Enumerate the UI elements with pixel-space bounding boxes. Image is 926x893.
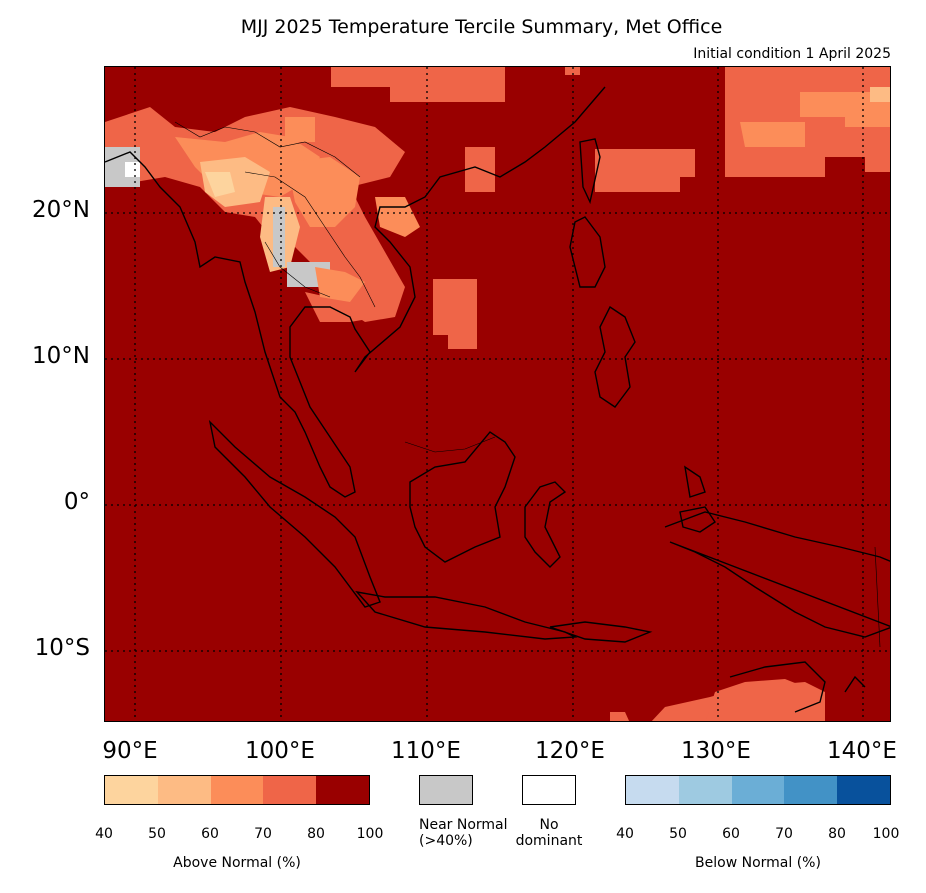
lon-label-140e: 140°E bbox=[827, 738, 897, 764]
above-normal-caption: Above Normal (%) bbox=[173, 855, 301, 871]
near-normal-caption: Near Normal (>40%) bbox=[419, 817, 529, 849]
above-tick: 70 bbox=[254, 826, 272, 842]
below-seg-60-70 bbox=[731, 776, 785, 804]
lat-label-20n: 20°N bbox=[32, 197, 90, 223]
initial-condition-subtitle: Initial condition 1 April 2025 bbox=[693, 46, 891, 62]
above-seg-70-80 bbox=[263, 776, 317, 804]
lat-label-10n: 10°N bbox=[32, 343, 90, 369]
no-dominant-caption: No dominant bbox=[509, 817, 589, 849]
above-tick: 60 bbox=[201, 826, 219, 842]
above-tick: 80 bbox=[307, 826, 325, 842]
no-dominant-line2: dominant bbox=[515, 833, 583, 849]
above-tick: 100 bbox=[356, 826, 384, 842]
near-normal-line1: Near Normal bbox=[419, 817, 508, 833]
above-tick: 50 bbox=[148, 826, 166, 842]
above-seg-60-70 bbox=[210, 776, 264, 804]
country-borders bbox=[174, 121, 881, 648]
chart-title: MJJ 2025 Temperature Tercile Summary, Me… bbox=[240, 16, 723, 38]
coastlines bbox=[105, 86, 890, 713]
below-tick: 50 bbox=[669, 826, 687, 842]
above-tick: 40 bbox=[95, 826, 113, 842]
below-normal-colorbar bbox=[625, 775, 891, 805]
probability-cells bbox=[105, 67, 890, 721]
lon-label-130e: 130°E bbox=[681, 738, 751, 764]
near-normal-line2: (>40%) bbox=[419, 833, 473, 849]
below-seg-40-50 bbox=[626, 776, 679, 804]
above-seg-40-50 bbox=[105, 776, 158, 804]
near-normal-swatch bbox=[419, 775, 473, 805]
lat-label-10s: 10°S bbox=[34, 635, 90, 661]
below-tick: 60 bbox=[722, 826, 740, 842]
below-tick: 40 bbox=[616, 826, 634, 842]
map-canvas bbox=[105, 67, 890, 721]
forecast-map bbox=[104, 66, 891, 722]
below-seg-80-100 bbox=[837, 776, 890, 804]
below-seg-50-60 bbox=[678, 776, 732, 804]
above-seg-80-100 bbox=[316, 776, 369, 804]
below-seg-70-80 bbox=[784, 776, 838, 804]
no-dominant-line1: No bbox=[539, 817, 559, 833]
lon-label-110e: 110°E bbox=[391, 738, 461, 764]
above-seg-50-60 bbox=[157, 776, 211, 804]
lon-label-120e: 120°E bbox=[535, 738, 605, 764]
no-dominant-swatch bbox=[522, 775, 576, 805]
lon-label-100e: 100°E bbox=[245, 738, 315, 764]
lon-label-90e: 90°E bbox=[102, 738, 158, 764]
lat-label-0: 0° bbox=[63, 489, 90, 515]
below-tick: 70 bbox=[775, 826, 793, 842]
below-tick: 80 bbox=[828, 826, 846, 842]
above-normal-colorbar bbox=[104, 775, 370, 805]
below-normal-caption: Below Normal (%) bbox=[695, 855, 821, 871]
below-tick: 100 bbox=[872, 826, 900, 842]
graticule bbox=[105, 67, 890, 721]
